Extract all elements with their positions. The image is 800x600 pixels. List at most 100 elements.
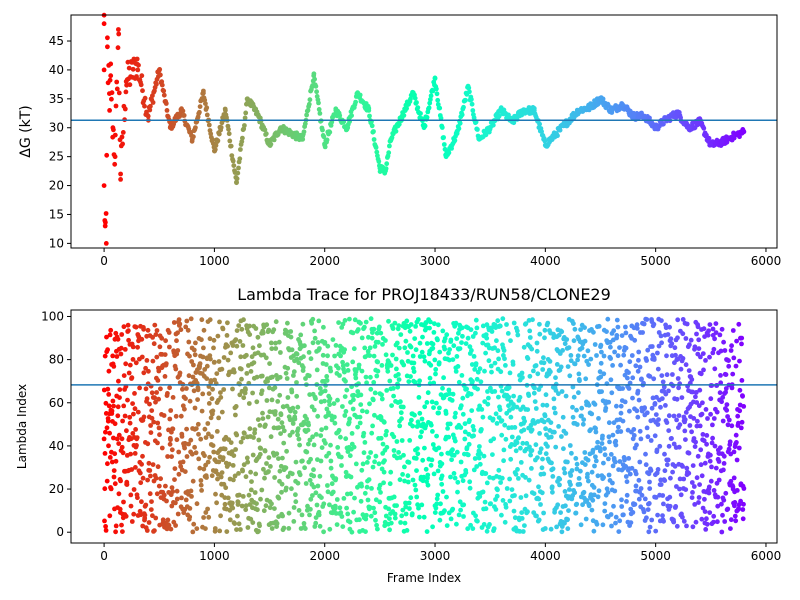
lambda-point xyxy=(675,376,681,381)
lambda-point xyxy=(221,387,227,392)
delta-g-point xyxy=(101,21,107,27)
lambda-point xyxy=(503,436,509,442)
lambda-point xyxy=(246,492,252,498)
lambda-point xyxy=(595,473,601,479)
lambda-point xyxy=(229,500,235,506)
lambda-point xyxy=(689,480,695,485)
lambda-point xyxy=(446,434,452,440)
lambda-point xyxy=(179,434,185,439)
lambda-point xyxy=(414,494,420,500)
lambda-point xyxy=(431,405,436,410)
lambda-point xyxy=(141,414,147,420)
lambda-point xyxy=(275,416,281,422)
lambda-point xyxy=(734,457,740,463)
lambda-point xyxy=(170,426,176,432)
lambda-point xyxy=(170,489,176,494)
lambda-point xyxy=(105,386,111,392)
delta-g-point xyxy=(452,138,458,143)
lambda-point xyxy=(519,510,525,515)
lambda-x-tick-label: 2000 xyxy=(309,549,340,563)
lambda-point xyxy=(107,430,112,436)
lambda-point xyxy=(649,344,655,349)
lambda-point xyxy=(698,354,703,360)
delta-g-point xyxy=(127,82,133,88)
lambda-point xyxy=(364,380,369,386)
lambda-point xyxy=(202,453,207,459)
lambda-point xyxy=(624,479,630,485)
lambda-point xyxy=(193,426,199,431)
lambda-point xyxy=(541,355,546,361)
lambda-point xyxy=(510,362,516,367)
lambda-point xyxy=(266,455,272,460)
lambda-point xyxy=(193,340,198,346)
lambda-point xyxy=(614,317,620,323)
lambda-point xyxy=(285,320,290,326)
lambda-point xyxy=(691,484,697,489)
lambda-point xyxy=(526,393,532,398)
lambda-point xyxy=(241,317,246,323)
lambda-point xyxy=(163,361,169,366)
lambda-point xyxy=(264,322,270,328)
lambda-point xyxy=(645,434,651,440)
delta-g-point xyxy=(223,108,228,113)
lambda-point xyxy=(538,502,543,507)
lambda-point xyxy=(351,509,356,515)
lambda-point xyxy=(459,373,465,378)
lambda-point xyxy=(195,421,201,427)
lambda-point xyxy=(263,503,269,509)
lambda-point xyxy=(410,423,416,429)
lambda-point xyxy=(277,374,283,380)
delta-g-point xyxy=(414,100,419,105)
delta-g-point xyxy=(437,105,443,111)
lambda-point xyxy=(449,457,454,463)
lambda-point xyxy=(212,359,217,365)
lambda-point xyxy=(428,462,434,468)
lambda-point xyxy=(205,459,211,465)
delta-g-point xyxy=(140,88,145,94)
lambda-point xyxy=(619,497,624,503)
lambda-point xyxy=(152,322,158,328)
lambda-point xyxy=(525,509,530,515)
lambda-point xyxy=(301,354,306,360)
lambda-point xyxy=(455,479,461,485)
lambda-point xyxy=(341,496,347,501)
lambda-point xyxy=(680,356,686,361)
lambda-point xyxy=(323,425,329,431)
lambda-point xyxy=(511,393,516,399)
lambda-point xyxy=(374,373,380,379)
lambda-point xyxy=(646,501,652,506)
lambda-point xyxy=(560,414,566,420)
lambda-point xyxy=(431,330,437,335)
delta-g-point xyxy=(355,90,361,96)
lambda-point xyxy=(453,369,459,374)
lambda-point xyxy=(337,505,343,511)
lambda-point xyxy=(382,458,387,463)
lambda-point xyxy=(278,350,283,355)
lambda-point xyxy=(580,421,586,427)
lambda-point xyxy=(463,470,469,476)
lambda-y-tick-label: 40 xyxy=(49,439,64,453)
lambda-point xyxy=(332,503,338,509)
lambda-point xyxy=(250,452,256,458)
delta-g-point xyxy=(167,125,173,131)
delta-g-point xyxy=(289,131,294,136)
delta-g-point xyxy=(216,131,222,137)
lambda-point xyxy=(526,477,532,483)
lambda-point xyxy=(623,474,629,479)
lambda-point xyxy=(383,338,388,343)
lambda-point xyxy=(531,368,536,374)
lambda-point xyxy=(598,342,604,348)
lambda-point xyxy=(191,362,196,368)
lambda-point xyxy=(644,358,649,363)
lambda-point xyxy=(182,469,188,474)
delta-g-point xyxy=(147,107,153,113)
lambda-point xyxy=(460,333,465,339)
lambda-point xyxy=(656,343,662,349)
lambda-point xyxy=(328,368,334,374)
lambda-point xyxy=(524,441,530,446)
delta-g-point xyxy=(314,89,319,95)
delta-g-point xyxy=(203,101,208,106)
lambda-point xyxy=(642,405,647,411)
lambda-point xyxy=(671,413,677,419)
lambda-point xyxy=(113,529,118,535)
